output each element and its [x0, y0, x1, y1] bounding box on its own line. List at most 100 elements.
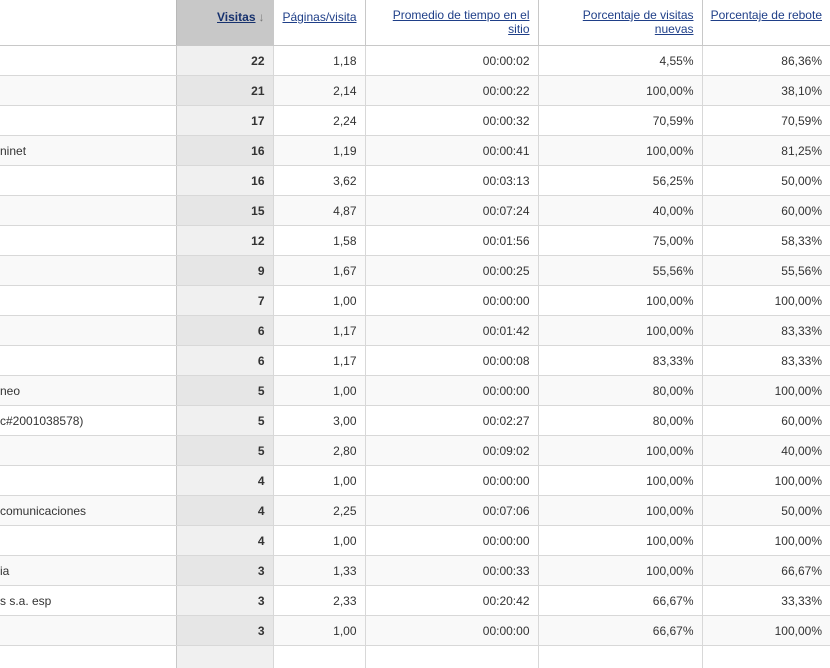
pages-per-visit-cell: 3,00: [273, 406, 365, 436]
row-name-cell: [0, 106, 176, 136]
visits-cell: 3: [176, 616, 273, 646]
bounce-rate-cell: 100,00%: [702, 286, 830, 316]
visits-cell: 3: [176, 556, 273, 586]
new-visits-cell: 66,67%: [538, 616, 702, 646]
visits-cell: 21: [176, 76, 273, 106]
pages-per-visit-cell: 1,19: [273, 136, 365, 166]
pages-per-visit-cell: 1,17: [273, 316, 365, 346]
visits-cell: 5: [176, 376, 273, 406]
new-visits-cell: 80,00%: [538, 406, 702, 436]
avg-time-cell: 00:00:32: [365, 106, 538, 136]
row-name-cell: [0, 466, 176, 496]
row-name-cell: ia: [0, 556, 176, 586]
sort-avg-time-link[interactable]: Promedio de tiempo en el sitio: [372, 8, 530, 36]
pages-per-visit-cell: 1,17: [273, 346, 365, 376]
avg-time-cell: 00:00:33: [365, 556, 538, 586]
arrow-down-icon: ↓: [259, 10, 265, 24]
pages-per-visit-cell: 1,00: [273, 526, 365, 556]
pages-per-visit-cell: 1,00: [273, 376, 365, 406]
new-visits-cell: 83,33%: [538, 346, 702, 376]
bounce-rate-cell: 70,59%: [702, 106, 830, 136]
row-name-cell: [0, 46, 176, 76]
visits-cell: 16: [176, 166, 273, 196]
bounce-rate-cell: 100,00%: [702, 376, 830, 406]
visits-cell: [176, 646, 273, 668]
avg-time-cell: 00:00:00: [365, 526, 538, 556]
avg-time-cell: 00:09:02: [365, 436, 538, 466]
bounce-rate-cell: 40,00%: [702, 436, 830, 466]
row-name-cell: [0, 256, 176, 286]
visits-cell: 16: [176, 136, 273, 166]
avg-time-cell: 00:01:56: [365, 226, 538, 256]
bounce-rate-cell: 33,33%: [702, 586, 830, 616]
pages-per-visit-cell: 2,33: [273, 586, 365, 616]
row-name-cell: [0, 526, 176, 556]
header-name: [0, 0, 176, 46]
new-visits-cell: 40,00%: [538, 196, 702, 226]
new-visits-cell: 70,59%: [538, 106, 702, 136]
bounce-rate-cell: 50,00%: [702, 496, 830, 526]
new-visits-cell: 100,00%: [538, 556, 702, 586]
row-name-cell: [0, 226, 176, 256]
visits-cell: 6: [176, 346, 273, 376]
new-visits-cell: 100,00%: [538, 286, 702, 316]
bounce-rate-cell: 100,00%: [702, 526, 830, 556]
header-bounce[interactable]: Porcentaje de rebote: [702, 0, 830, 46]
bounce-rate-cell: 100,00%: [702, 466, 830, 496]
visits-cell: 9: [176, 256, 273, 286]
row-name-cell: neo: [0, 376, 176, 406]
new-visits-cell: 100,00%: [538, 436, 702, 466]
avg-time-cell: [365, 646, 538, 668]
header-visits[interactable]: Visitas ↓: [176, 0, 273, 46]
visits-cell: 3: [176, 586, 273, 616]
avg-time-cell: 00:00:00: [365, 616, 538, 646]
header-pages-per-visit[interactable]: Páginas/visita: [273, 0, 365, 46]
header-new-visits[interactable]: Porcentaje de visitas nuevas: [538, 0, 702, 46]
row-name-cell: ninet: [0, 136, 176, 166]
visits-cell: 5: [176, 406, 273, 436]
new-visits-cell: 100,00%: [538, 526, 702, 556]
avg-time-cell: 00:00:22: [365, 76, 538, 106]
sort-new-visits-link[interactable]: Porcentaje de visitas nuevas: [545, 8, 694, 36]
bounce-rate-cell: 86,36%: [702, 46, 830, 76]
new-visits-cell: 100,00%: [538, 316, 702, 346]
sort-bounce-link[interactable]: Porcentaje de rebote: [711, 8, 822, 22]
row-name-cell: [0, 346, 176, 376]
visits-cell: 7: [176, 286, 273, 316]
header-avg-time[interactable]: Promedio de tiempo en el sitio: [365, 0, 538, 46]
new-visits-cell: 100,00%: [538, 496, 702, 526]
avg-time-cell: 00:00:02: [365, 46, 538, 76]
pages-per-visit-cell: 1,33: [273, 556, 365, 586]
visits-cell: 4: [176, 466, 273, 496]
new-visits-cell: [538, 646, 702, 668]
new-visits-cell: 4,55%: [538, 46, 702, 76]
row-name-cell: s s.a. esp: [0, 586, 176, 616]
bounce-rate-cell: 38,10%: [702, 76, 830, 106]
bounce-rate-cell: 60,00%: [702, 196, 830, 226]
pages-per-visit-cell: 4,87: [273, 196, 365, 226]
sort-visits-link[interactable]: Visitas: [217, 10, 255, 24]
sort-pages-per-visit-link[interactable]: Páginas/visita: [282, 10, 356, 24]
pages-per-visit-cell: 1,58: [273, 226, 365, 256]
new-visits-cell: 66,67%: [538, 586, 702, 616]
new-visits-cell: 56,25%: [538, 166, 702, 196]
visits-cell: 6: [176, 316, 273, 346]
row-name-cell: [0, 316, 176, 346]
avg-time-cell: 00:00:00: [365, 466, 538, 496]
new-visits-cell: 100,00%: [538, 466, 702, 496]
avg-time-cell: 00:07:06: [365, 496, 538, 526]
